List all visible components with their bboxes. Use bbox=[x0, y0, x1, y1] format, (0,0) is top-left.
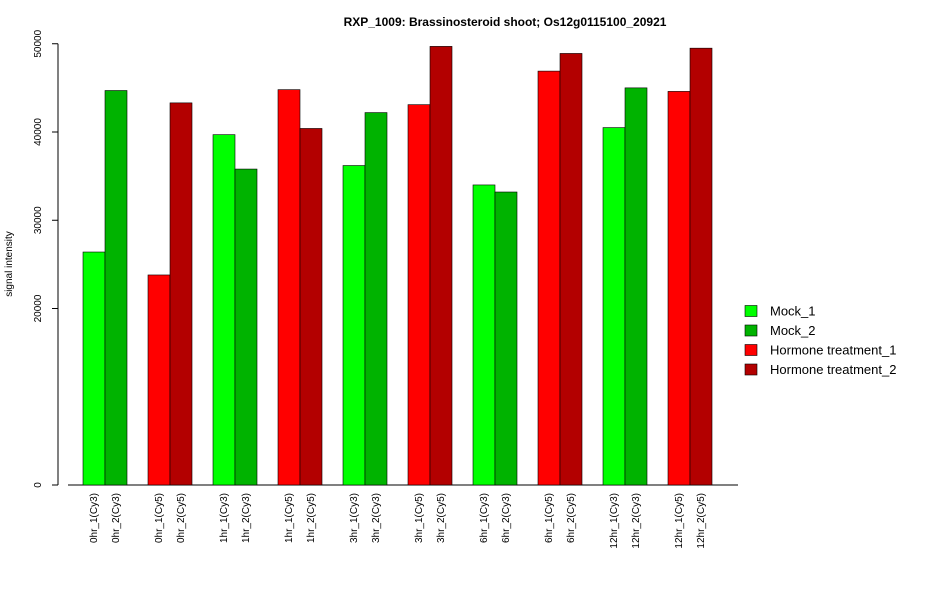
y-tick-label: 20000 bbox=[33, 294, 44, 322]
x-tick-label: 1hr_1(Cy5) bbox=[284, 493, 295, 543]
bar bbox=[169, 102, 193, 486]
legend-label: Mock_1 bbox=[770, 304, 816, 319]
legend-item: Mock_2 bbox=[744, 323, 816, 338]
x-tick-label: 3hr_1(Cy3) bbox=[349, 493, 360, 543]
bar bbox=[472, 184, 496, 486]
legend-item: Hormone treatment_1 bbox=[744, 343, 896, 358]
bar bbox=[299, 128, 323, 486]
x-tick-label: 0hr_2(Cy5) bbox=[176, 493, 187, 543]
bar bbox=[407, 104, 431, 486]
y-axis: 0 20000 30000 40000 50000 bbox=[33, 29, 59, 488]
y-tick-label: 30000 bbox=[33, 206, 44, 234]
x-tick-label: 1hr_2(Cy5) bbox=[306, 493, 317, 543]
bar bbox=[104, 90, 128, 486]
legend-label: Mock_2 bbox=[770, 323, 816, 338]
x-tick-label: 0hr_1(Cy5) bbox=[154, 493, 165, 543]
x-tick-label: 1hr_1(Cy3) bbox=[219, 493, 230, 543]
legend-swatch bbox=[744, 305, 758, 317]
x-tick-label: 12hr_2(Cy3) bbox=[631, 493, 642, 549]
bars bbox=[82, 46, 713, 486]
x-tick-label: 12hr_1(Cy5) bbox=[674, 493, 685, 549]
x-tick-label: 3hr_2(Cy3) bbox=[371, 493, 382, 543]
x-tick-labels: 0hr_1(Cy3) 0hr_2(Cy3) 0hr_1(Cy5) 0hr_2(Cy5)… bbox=[89, 493, 707, 549]
x-tick-label: 12hr_1(Cy3) bbox=[609, 493, 620, 549]
y-tick-label: 0 bbox=[33, 482, 44, 488]
x-tick-label: 0hr_1(Cy3) bbox=[89, 493, 100, 543]
legend-swatch bbox=[744, 363, 758, 376]
legend-swatch bbox=[744, 344, 758, 356]
bar bbox=[342, 165, 366, 486]
x-tick-label: 3hr_1(Cy5) bbox=[414, 493, 425, 543]
bar bbox=[494, 191, 518, 486]
bar bbox=[537, 70, 561, 486]
x-tick-label: 6hr_2(Cy3) bbox=[501, 493, 512, 543]
bar bbox=[667, 91, 691, 486]
chart-title: RXP_1009: Brassinosteroid shoot; Os12g01… bbox=[344, 15, 667, 29]
x-tick-label: 1hr_2(Cy3) bbox=[241, 493, 252, 543]
bar bbox=[82, 251, 106, 486]
legend-label: Hormone treatment_2 bbox=[770, 362, 896, 377]
legend-label: Hormone treatment_1 bbox=[770, 343, 896, 358]
legend: Mock_1 Mock_2 Hormone treatment_1 Hormone t… bbox=[744, 304, 896, 377]
y-axis-label: signal intensity bbox=[4, 231, 15, 297]
bar bbox=[602, 127, 626, 486]
legend-swatch bbox=[744, 324, 758, 337]
legend-item: Hormone treatment_2 bbox=[744, 362, 896, 377]
bar bbox=[277, 89, 301, 486]
bar bbox=[559, 53, 583, 486]
y-tick-label: 40000 bbox=[33, 118, 44, 146]
x-tick-label: 0hr_2(Cy3) bbox=[111, 493, 122, 543]
x-tick-label: 12hr_2(Cy5) bbox=[696, 493, 707, 549]
bar bbox=[212, 134, 236, 486]
bar bbox=[147, 274, 171, 486]
bar bbox=[429, 46, 453, 486]
bar bbox=[689, 47, 713, 486]
bar bbox=[364, 112, 388, 486]
bar bbox=[234, 168, 258, 486]
y-tick-label: 50000 bbox=[33, 29, 44, 57]
x-tick-label: 6hr_1(Cy3) bbox=[479, 493, 490, 543]
bar bbox=[624, 87, 648, 486]
x-tick-label: 6hr_1(Cy5) bbox=[544, 493, 555, 543]
x-tick-label: 6hr_2(Cy5) bbox=[566, 493, 577, 543]
legend-item: Mock_1 bbox=[744, 304, 816, 319]
x-tick-label: 3hr_2(Cy5) bbox=[436, 493, 447, 543]
